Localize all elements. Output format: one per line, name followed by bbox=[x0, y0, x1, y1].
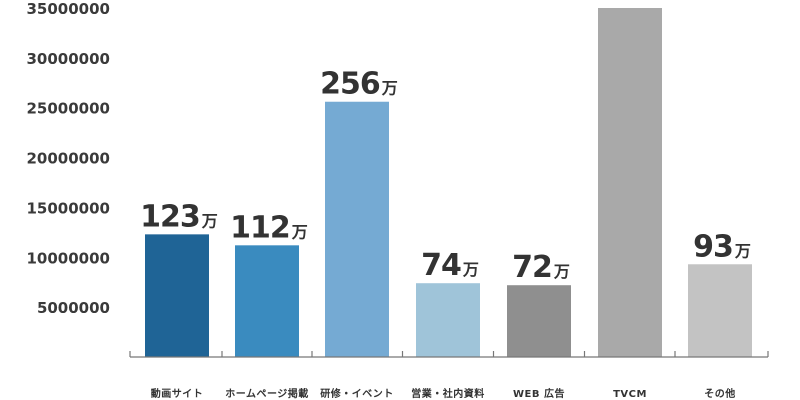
bar bbox=[598, 8, 662, 357]
x-tick-label: ホームページ掲載 bbox=[225, 387, 309, 400]
x-axis-ticks: 動画サイト ホームページ掲載 研修・イベント 営業・社内資料 WEB 広告 TVCM その他 bbox=[151, 387, 736, 400]
y-tick-label: 15000000 bbox=[27, 199, 111, 217]
bar bbox=[145, 234, 209, 357]
data-label-unit: 万 bbox=[381, 79, 398, 98]
data-label-number: 72 bbox=[512, 250, 552, 285]
data-label-unit: 万 bbox=[734, 241, 751, 260]
y-tick-label: 20000000 bbox=[27, 150, 111, 168]
data-label: 74 万 bbox=[421, 248, 479, 283]
data-label: 72 万 bbox=[512, 250, 570, 285]
bar bbox=[688, 264, 752, 357]
data-label-number: 74 bbox=[421, 248, 461, 283]
bar bbox=[325, 101, 389, 357]
x-tick-label: 研修・イベント bbox=[320, 387, 394, 400]
bars bbox=[145, 8, 752, 357]
bar bbox=[416, 283, 480, 357]
data-label-number: 93 bbox=[693, 229, 733, 264]
data-label-number: 123 bbox=[140, 199, 200, 234]
x-tick-label: TVCM bbox=[613, 389, 647, 400]
bar bbox=[507, 285, 571, 357]
y-tick-label: 10000000 bbox=[27, 249, 111, 267]
y-tick-label: 35000000 bbox=[27, 0, 111, 18]
data-label: 93 万 bbox=[693, 229, 751, 264]
bar bbox=[235, 245, 299, 357]
x-tick-label: その他 bbox=[704, 387, 736, 400]
x-axis bbox=[129, 351, 769, 358]
data-label: 112 万 bbox=[230, 210, 308, 245]
data-label: 256 万 bbox=[320, 67, 398, 102]
data-label-unit: 万 bbox=[462, 260, 479, 279]
data-label-unit: 万 bbox=[201, 211, 218, 230]
y-tick-label: 5000000 bbox=[37, 299, 110, 317]
data-label: 123 万 bbox=[140, 199, 218, 234]
data-label-unit: 万 bbox=[291, 222, 308, 241]
x-tick-label: WEB 広告 bbox=[513, 387, 565, 400]
data-label-unit: 万 bbox=[553, 262, 570, 281]
y-tick-label: 30000000 bbox=[27, 50, 111, 68]
x-tick-label: 動画サイト bbox=[151, 387, 204, 400]
x-tick-label: 営業・社内資料 bbox=[411, 387, 485, 400]
data-label-number: 256 bbox=[320, 67, 380, 102]
data-label-number: 112 bbox=[230, 210, 290, 245]
y-tick-label: 25000000 bbox=[27, 100, 111, 118]
y-axis-ticks: 5000000 10000000 15000000 20000000 25000000 3… bbox=[27, 0, 111, 317]
